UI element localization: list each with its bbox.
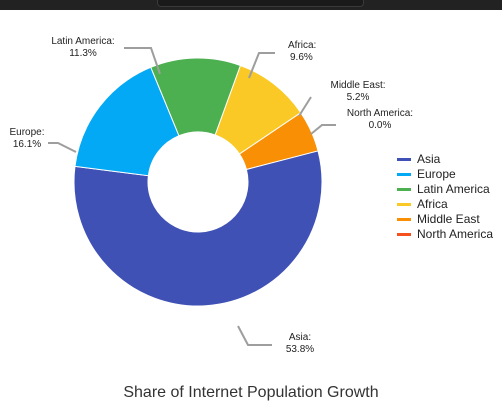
data-label-name-middle-east: Middle East:: [330, 80, 385, 91]
window-top-bar: [0, 0, 502, 10]
chart-area: Africa: 9.6% Middle East: 5.2% North America…: [0, 10, 502, 417]
leader-line-asia: [237, 325, 272, 346]
data-label-name-africa: Africa:: [288, 40, 316, 51]
data-label-value-middle-east: 5.2%: [347, 92, 370, 103]
slice-europe[interactable]: [74, 66, 180, 177]
legend-label-north-america: North America: [417, 227, 494, 241]
legend-item-north-america[interactable]: North America: [397, 227, 493, 242]
legend-item-middle-east[interactable]: Middle East: [397, 212, 493, 227]
data-label-name-north-america: North America:: [347, 108, 413, 119]
legend-swatch-middle-east: [397, 218, 411, 221]
legend-label-middle-east: Middle East: [417, 212, 480, 226]
leader-line-middle-east: [298, 96, 312, 117]
chart-title: Share of Internet Population Growth: [123, 384, 379, 401]
leader-line-africa: [248, 52, 275, 79]
data-label-name-europe: Europe:: [9, 127, 44, 138]
data-label-value-latin-america: 11.3%: [69, 48, 97, 59]
legend-item-asia[interactable]: Asia: [397, 152, 493, 167]
legend-swatch-europe: [397, 173, 411, 176]
legend-swatch-africa: [397, 203, 411, 206]
legend-item-latin-america[interactable]: Latin America: [397, 182, 493, 197]
legend-swatch-latin-america: [397, 188, 411, 191]
legend-label-latin-america: Latin America: [417, 182, 490, 196]
slice-latin-america[interactable]: [150, 57, 242, 137]
data-label-name-asia: Asia:: [289, 332, 311, 343]
leader-line-latin-america: [124, 47, 161, 75]
top-bar-tab: [157, 0, 364, 7]
data-label-value-africa: 9.6%: [290, 52, 313, 63]
leader-line-europe: [48, 142, 77, 153]
data-label-name-latin-america: Latin America:: [51, 36, 114, 47]
legend-swatch-asia: [397, 158, 411, 161]
legend-label-africa: Africa: [417, 197, 448, 211]
slice-asia[interactable]: [73, 150, 323, 307]
data-label-value-europe: 16.1%: [13, 139, 41, 150]
data-label-value-asia: 53.8%: [286, 344, 314, 355]
chart-legend: Asia Europe Latin America Africa Middle East…: [397, 152, 493, 242]
legend-label-asia: Asia: [417, 152, 441, 166]
leader-line-north-america: [310, 124, 336, 135]
legend-item-africa[interactable]: Africa: [397, 197, 493, 212]
legend-swatch-north-america: [397, 233, 411, 236]
data-label-value-north-america: 0.0%: [369, 120, 392, 131]
legend-item-europe[interactable]: Europe: [397, 167, 493, 182]
donut-chart: Africa:9.6% Middle East:5.2% North America…: [9, 36, 413, 355]
legend-label-europe: Europe: [417, 167, 456, 181]
